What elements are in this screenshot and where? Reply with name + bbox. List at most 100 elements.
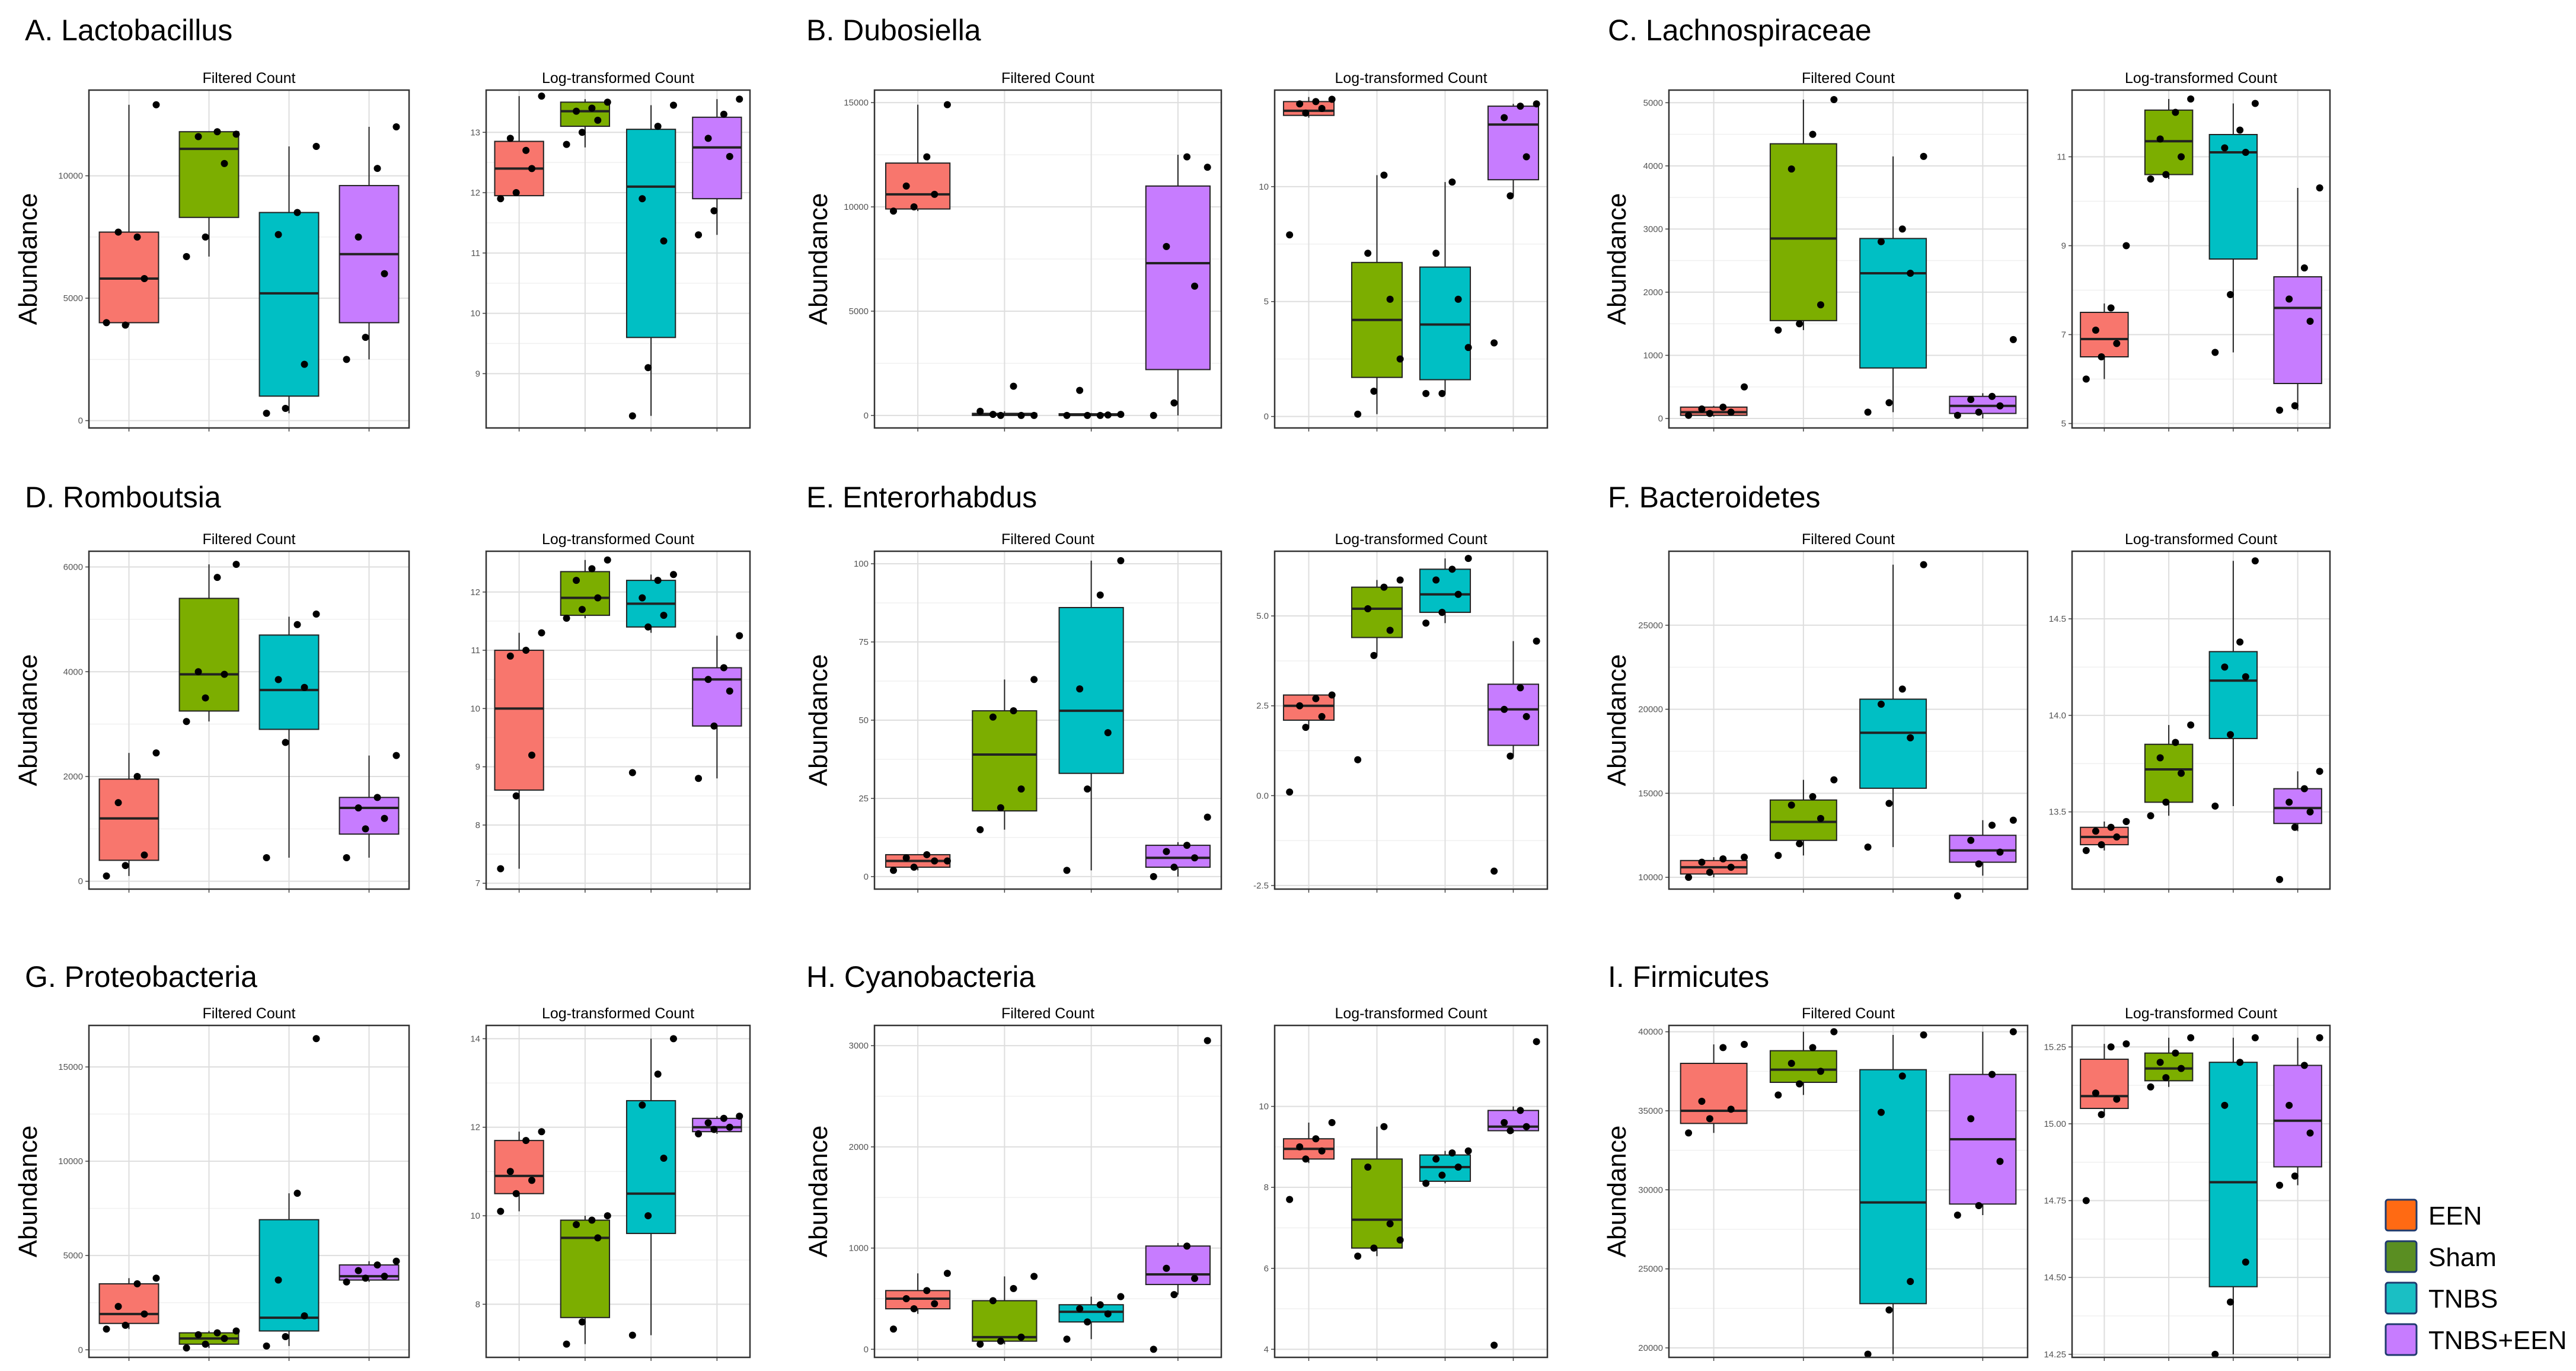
data-point	[976, 407, 984, 415]
y-tick-label: 14	[470, 1034, 480, 1044]
data-point	[720, 1114, 727, 1122]
panel-filtered-count: Filtered Count 0 1000 2000 3000 4000 5000	[1643, 70, 2029, 432]
data-point	[1183, 153, 1191, 161]
data-point	[2113, 833, 2121, 841]
data-point	[720, 110, 727, 118]
y-tick-label: 14.25	[2044, 1350, 2066, 1360]
box-body	[1145, 845, 1211, 868]
panel-title: Log-transformed Count	[542, 1005, 694, 1022]
data-point	[2291, 823, 2299, 831]
data-point	[1533, 100, 1540, 108]
data-point	[1501, 705, 1508, 713]
data-point	[654, 123, 662, 130]
data-point	[282, 739, 289, 746]
data-point	[1104, 411, 1112, 419]
data-point	[512, 189, 520, 197]
data-point	[1380, 171, 1388, 179]
data-point	[1076, 685, 1084, 693]
data-point	[2227, 731, 2235, 739]
y-tick-label: 1000	[849, 1244, 869, 1254]
data-point	[989, 1297, 997, 1305]
data-point	[660, 1155, 668, 1162]
data-point	[704, 135, 712, 142]
chart-6: F. Bacteroidetes Abundance Filtered Count 1…	[1603, 481, 2331, 900]
data-point	[293, 621, 301, 628]
box-body	[2144, 743, 2194, 803]
data-point	[1996, 1158, 2004, 1165]
box-een	[2080, 242, 2130, 383]
data-point	[2306, 1129, 2314, 1137]
data-point	[1698, 405, 1706, 413]
data-point	[2251, 100, 2259, 107]
data-point	[343, 854, 350, 861]
y-tick-label: 4000	[1643, 161, 1663, 171]
y-tick-label: 2000	[849, 1142, 869, 1152]
panel-title: Log-transformed Count	[1335, 1005, 1487, 1022]
data-point	[2227, 291, 2235, 298]
box-body	[1859, 698, 1927, 789]
data-point	[2300, 1062, 2308, 1069]
data-point	[2178, 1065, 2185, 1072]
data-point	[1318, 712, 1326, 720]
panel-filtered-count: Filtered Count 0 1000 2000 3000	[849, 1005, 1222, 1361]
data-point	[1727, 864, 1735, 871]
data-point	[943, 1270, 951, 1277]
data-point	[1302, 1155, 1310, 1163]
box-tnbs	[1058, 557, 1125, 874]
data-point	[194, 668, 202, 676]
data-point	[2092, 827, 2099, 835]
panel-filtered-count: Filtered Count 0 5000 10000 15000	[58, 1005, 410, 1361]
chart-title: H. Cyanobacteria	[806, 960, 1035, 993]
y-tick-label: 0	[78, 877, 83, 887]
data-point	[381, 814, 388, 822]
data-point	[2251, 557, 2259, 565]
box-tnbs	[1859, 152, 1927, 416]
data-point	[1422, 1180, 1430, 1187]
panel-title: Filtered Count	[202, 1005, 295, 1022]
panel-border	[873, 89, 1222, 429]
y-tick-label: 5000	[1643, 98, 1663, 108]
box-body	[1859, 1069, 1927, 1305]
panel-border	[2071, 550, 2331, 890]
data-point	[1084, 411, 1091, 419]
chart-8: H. Cyanobacteria Abundance Filtered Count 0…	[804, 960, 1549, 1361]
data-point	[889, 867, 897, 874]
box-body	[1769, 143, 1837, 321]
data-point	[923, 1287, 931, 1295]
box-body	[1487, 106, 1540, 181]
box-sham	[178, 1327, 240, 1352]
data-point	[497, 195, 505, 203]
data-point	[1996, 402, 2004, 410]
box-body	[2273, 1065, 2322, 1168]
data-point	[1150, 411, 1157, 419]
data-point	[1076, 386, 1084, 394]
data-point	[1170, 864, 1178, 871]
panel-log-count: Log-transformed Count 14.25 14.50 14.75 15.0…	[2044, 1005, 2331, 1361]
box-tnbs-een	[339, 752, 400, 861]
data-point	[2147, 812, 2154, 820]
data-point	[1522, 712, 1530, 720]
box-sham	[1769, 95, 1838, 334]
panel-log-count: Log-transformed Count 0 5 10	[1259, 70, 1549, 432]
data-point	[312, 143, 320, 150]
data-point	[628, 769, 636, 776]
y-tick-label: 75	[858, 637, 869, 647]
y-tick-label: 6000	[63, 563, 83, 573]
box-body	[339, 1264, 400, 1281]
data-point	[1010, 382, 1017, 390]
data-point	[2242, 1258, 2249, 1266]
data-point	[538, 92, 545, 100]
data-point	[194, 133, 202, 140]
y-tick-label: 5000	[63, 1251, 83, 1261]
data-point	[2107, 304, 2115, 312]
data-point	[1967, 1115, 1975, 1123]
box-sham	[972, 382, 1038, 419]
panel-log-count: Log-transformed Count 4 6 8 10	[1259, 1005, 1549, 1361]
data-point	[183, 1344, 190, 1352]
data-point	[1967, 836, 1975, 844]
data-point	[1204, 164, 1211, 171]
box-body	[2080, 1059, 2129, 1109]
chart-5: E. Enterorhabdus Abundance Filtered Count 0…	[804, 481, 1549, 893]
data-point	[1312, 695, 1320, 702]
data-point	[594, 594, 602, 602]
